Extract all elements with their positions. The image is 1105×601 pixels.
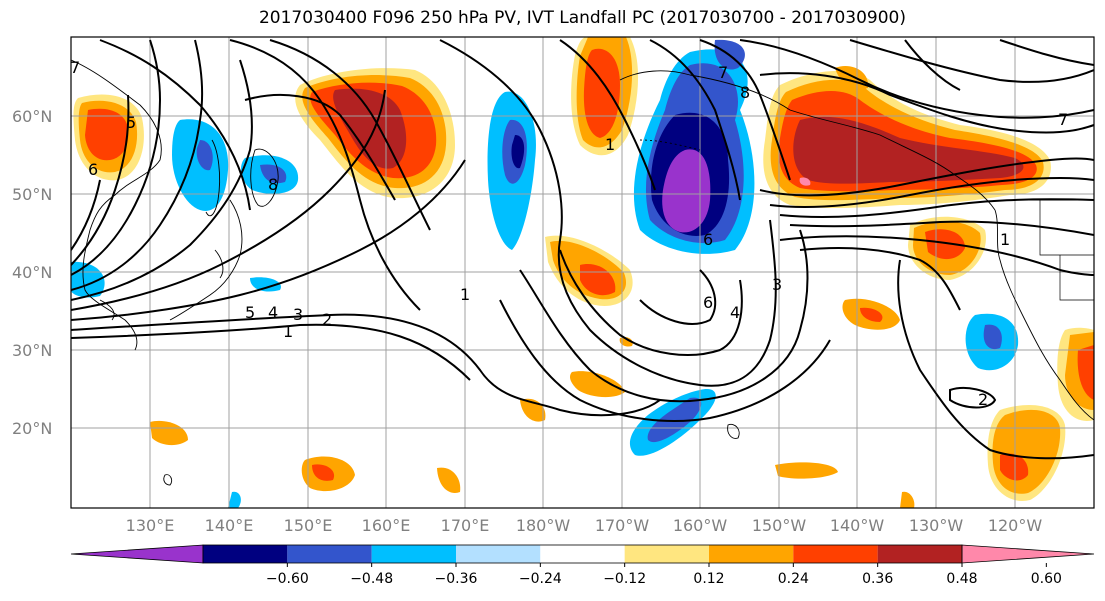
colorbar-segment [624, 545, 709, 563]
contour-label: 3 [772, 275, 782, 294]
colorbar-extend-high [961, 544, 1095, 564]
colorbar-tick-label: 0.12 [693, 571, 724, 587]
lon-label: 160°W [673, 516, 728, 535]
latitude-labels: 60°N 50°N 40°N 30°N 20°N [12, 107, 52, 438]
colorbar-segment [371, 545, 456, 563]
lon-label: 150°E [284, 516, 333, 535]
colorbar-tick-label: −0.48 [350, 571, 393, 587]
lat-label-30n: 30°N [12, 341, 52, 360]
lon-label: 140°E [205, 516, 254, 535]
colorbar-segment [709, 545, 794, 563]
pv-contours [71, 39, 1094, 460]
colorbar-frame [202, 544, 963, 564]
colorbar-segment [456, 545, 541, 563]
colorbar-extend-low [70, 544, 204, 564]
contour-label: 2 [978, 390, 988, 409]
colorbar-segment [203, 545, 288, 563]
contour-label: 5 [126, 113, 136, 132]
colorbar-tick-label: −0.12 [603, 571, 646, 587]
colorbar-tick-label: −0.24 [519, 571, 562, 587]
lon-label: 160°E [362, 516, 411, 535]
colorbar-tick-label: 0.60 [1031, 571, 1062, 587]
lon-label: 170°E [441, 516, 490, 535]
contour-label: 2 [322, 310, 332, 329]
lat-label-20n: 20°N [12, 419, 52, 438]
contour-label: 1 [605, 135, 615, 154]
colorbar-segment [540, 545, 625, 563]
contour-label: 6 [703, 293, 713, 312]
lat-label-60n: 60°N [12, 107, 52, 126]
colorbar-tick-label: −0.60 [266, 571, 309, 587]
contour-label: 4 [268, 303, 278, 322]
longitude-labels: 130°E 140°E 150°E 160°E 170°E 180°W 170°… [126, 516, 1043, 535]
lon-label: 120°W [988, 516, 1043, 535]
colorbar-segment [287, 545, 372, 563]
contour-label: 7 [1058, 110, 1068, 129]
contour-label: 3 [293, 305, 303, 324]
colorbar-tick-label: 0.48 [946, 571, 977, 587]
lat-label-50n: 50°N [12, 185, 52, 204]
contour-label: 7 [718, 63, 728, 82]
contour-label: 1 [1000, 230, 1010, 249]
contour-label: 1 [283, 322, 293, 341]
colorbar-tick-label: 0.36 [862, 571, 893, 587]
graticule [71, 37, 1094, 508]
colorbar-segment [877, 545, 962, 563]
contour-label: 8 [268, 175, 278, 194]
contour-label: 8 [740, 83, 750, 102]
contour-label: 1 [460, 285, 470, 304]
contour-label: 6 [703, 230, 713, 249]
plot-frame [70, 36, 1095, 509]
contour-label: 7 [70, 58, 80, 77]
lon-label: 170°W [595, 516, 650, 535]
lon-label: 150°W [752, 516, 807, 535]
colorbar: −0.60 −0.48 −0.36 −0.24 −0.12 0.12 0.24 0.36 0.4… [70, 544, 1095, 587]
contour-label: 4 [730, 303, 740, 322]
negative-anomaly-shading [71, 39, 1019, 508]
lon-label: 130°W [909, 516, 964, 535]
map-title: 2017030400 F096 250 hPa PV, IVT Landfall… [258, 8, 906, 28]
colorbar-segment [793, 545, 878, 563]
lon-label: 130°E [126, 516, 175, 535]
lat-label-40n: 40°N [12, 263, 52, 282]
contour-label-group: 1 2 3 4 5 6 7 8 1 3 4 6 1 2 7 8 5 6 7 1 [70, 58, 1068, 409]
contour-label: 6 [88, 160, 98, 179]
colorbar-tick-label: 0.24 [778, 571, 809, 587]
lon-label: 180°W [516, 516, 571, 535]
lon-label: 140°W [830, 516, 885, 535]
colorbar-tick-label: −0.36 [435, 571, 478, 587]
contour-label: 5 [245, 303, 255, 322]
